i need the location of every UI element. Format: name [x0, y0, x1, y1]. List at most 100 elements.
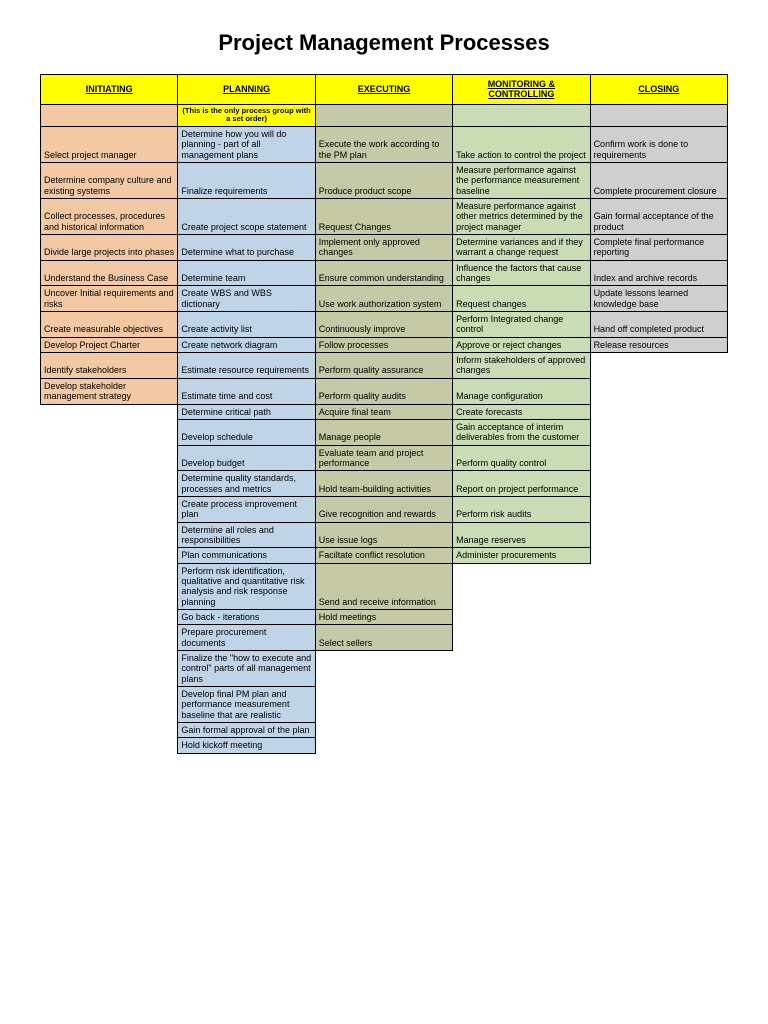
cell-initiating — [41, 563, 178, 609]
cell-monitoring: Administer procurements — [453, 548, 590, 563]
col-header-planning: PLANNING — [178, 75, 315, 105]
cell-monitoring: Determine variances and if they warrant … — [453, 235, 590, 261]
cell-initiating — [41, 625, 178, 651]
cell-initiating — [41, 651, 178, 687]
cell-closing — [590, 548, 727, 563]
cell-closing — [590, 353, 727, 379]
cell-initiating — [41, 738, 178, 753]
cell-initiating: Develop stakeholder management strategy — [41, 378, 178, 404]
cell-executing: Use work authorization system — [315, 286, 452, 312]
cell-planning: Create project scope statement — [178, 199, 315, 235]
cell-executing: Send and receive information — [315, 563, 452, 609]
cell-monitoring: Perform Integrated change control — [453, 312, 590, 338]
cell-closing — [590, 522, 727, 548]
cell-closing: Confirm work is done to requirements — [590, 126, 727, 162]
cell-executing: Execute the work according to the PM pla… — [315, 126, 452, 162]
cell-monitoring: Perform quality control — [453, 445, 590, 471]
cell-planning: Determine critical path — [178, 404, 315, 419]
cell-planning: Develop schedule — [178, 419, 315, 445]
cell-planning: Develop final PM plan and performance me… — [178, 687, 315, 723]
cell-closing — [590, 471, 727, 497]
cell-planning: Finalize requirements — [178, 162, 315, 198]
table-row: Determine company culture and existing s… — [41, 162, 728, 198]
cell-initiating — [41, 522, 178, 548]
col-header-monitoring: MONITORING & CONTROLLING — [453, 75, 590, 105]
cell-planning: Create network diagram — [178, 337, 315, 352]
cell-initiating: Determine company culture and existing s… — [41, 162, 178, 198]
cell-initiating: Understand the Business Case — [41, 260, 178, 286]
cell-initiating: Create measurable objectives — [41, 312, 178, 338]
cell-planning: Hold kickoff meeting — [178, 738, 315, 753]
cell-executing: Follow processes — [315, 337, 452, 352]
cell-closing — [590, 738, 727, 753]
table-row: Develop budgetEvaluate team and project … — [41, 445, 728, 471]
table-row: Develop final PM plan and performance me… — [41, 687, 728, 723]
cell-monitoring: Manage configuration — [453, 378, 590, 404]
cell-executing: Hold team-building activities — [315, 471, 452, 497]
cell-executing: Perform quality audits — [315, 378, 452, 404]
cell-executing: Faciltate conflict resolution — [315, 548, 452, 563]
subhead-empty — [41, 104, 178, 126]
cell-executing: Request Changes — [315, 199, 452, 235]
cell-initiating: Identify stakeholders — [41, 353, 178, 379]
table-row: Perform risk identification, qualitative… — [41, 563, 728, 609]
cell-executing: Produce product scope — [315, 162, 452, 198]
planning-subhead: (This is the only process group with a s… — [178, 104, 315, 126]
cell-planning: Gain formal approval of the plan — [178, 723, 315, 738]
table-row: Go back - iterationsHold meetings — [41, 610, 728, 625]
cell-initiating: Develop Project Charter — [41, 337, 178, 352]
cell-closing: Update lessons learned knowledge base — [590, 286, 727, 312]
cell-executing: Continuously improve — [315, 312, 452, 338]
col-header-closing: CLOSING — [590, 75, 727, 105]
cell-executing: Perform quality assurance — [315, 353, 452, 379]
cell-executing — [315, 723, 452, 738]
cell-executing — [315, 687, 452, 723]
table-row: Determine critical pathAcquire final tea… — [41, 404, 728, 419]
cell-closing — [590, 496, 727, 522]
cell-initiating — [41, 496, 178, 522]
cell-planning: Prepare procurement documents — [178, 625, 315, 651]
cell-planning: Estimate resource requirements — [178, 353, 315, 379]
cell-planning: Determine all roles and responsibilities — [178, 522, 315, 548]
table-body: Select project managerDetermine how you … — [41, 126, 728, 753]
cell-initiating: Divide large projects into phases — [41, 235, 178, 261]
table-row: Uncover Initial requirements and risksCr… — [41, 286, 728, 312]
cell-planning: Determine team — [178, 260, 315, 286]
cell-planning: Finalize the "how to execute and control… — [178, 651, 315, 687]
cell-monitoring: Take action to control the project — [453, 126, 590, 162]
table-row: Plan communicationsFaciltate conflict re… — [41, 548, 728, 563]
cell-monitoring — [453, 625, 590, 651]
cell-initiating — [41, 445, 178, 471]
cell-monitoring: Gain acceptance of interim deliverables … — [453, 419, 590, 445]
cell-monitoring: Approve or reject changes — [453, 337, 590, 352]
cell-closing — [590, 563, 727, 609]
col-header-executing: EXECUTING — [315, 75, 452, 105]
cell-planning: Determine how you will do planning - par… — [178, 126, 315, 162]
process-table: INITIATING PLANNING EXECUTING MONITORING… — [40, 74, 728, 754]
header-row: INITIATING PLANNING EXECUTING MONITORING… — [41, 75, 728, 105]
cell-planning: Determine quality standards, processes a… — [178, 471, 315, 497]
cell-executing: Manage people — [315, 419, 452, 445]
table-row: Hold kickoff meeting — [41, 738, 728, 753]
cell-monitoring — [453, 610, 590, 625]
table-row: Create process improvement planGive reco… — [41, 496, 728, 522]
cell-executing: Evaluate team and project performance — [315, 445, 452, 471]
table-row: Develop stakeholder management strategyE… — [41, 378, 728, 404]
cell-planning: Perform risk identification, qualitative… — [178, 563, 315, 609]
cell-planning: Plan communications — [178, 548, 315, 563]
subheader-row: (This is the only process group with a s… — [41, 104, 728, 126]
cell-initiating — [41, 610, 178, 625]
table-row: Understand the Business CaseDetermine te… — [41, 260, 728, 286]
cell-closing: Hand off completed product — [590, 312, 727, 338]
cell-monitoring — [453, 687, 590, 723]
cell-monitoring — [453, 563, 590, 609]
cell-executing: Use issue logs — [315, 522, 452, 548]
cell-initiating: Collect processes, procedures and histor… — [41, 199, 178, 235]
cell-monitoring — [453, 651, 590, 687]
table-row: Divide large projects into phases Determi… — [41, 235, 728, 261]
cell-executing — [315, 651, 452, 687]
table-row: Finalize the "how to execute and control… — [41, 651, 728, 687]
cell-planning: Create WBS and WBS dictionary — [178, 286, 315, 312]
cell-initiating: Uncover Initial requirements and risks — [41, 286, 178, 312]
cell-monitoring — [453, 738, 590, 753]
